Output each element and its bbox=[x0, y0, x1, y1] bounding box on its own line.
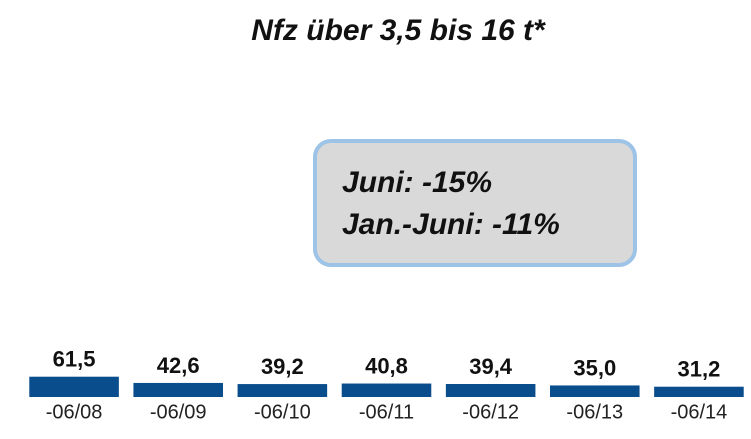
bar bbox=[29, 376, 119, 397]
bar bbox=[237, 384, 328, 397]
x-tick-label: -06/14 bbox=[671, 401, 728, 423]
bar bbox=[550, 385, 640, 397]
x-tick-label: -06/11 bbox=[359, 401, 414, 423]
chart-title: Nfz über 3,5 bis 16 t* bbox=[251, 14, 546, 47]
value-label: 39,2 bbox=[261, 354, 304, 379]
x-tick-label: -06/12 bbox=[462, 401, 519, 423]
annotation: Juni: -15% bbox=[342, 166, 492, 199]
value-label: 40,8 bbox=[365, 353, 408, 378]
bar bbox=[133, 382, 223, 397]
x-tick-label: -06/10 bbox=[254, 401, 311, 423]
x-tick-label: -06/08 bbox=[46, 401, 103, 423]
value-label: 35,0 bbox=[573, 355, 616, 380]
annotation-box bbox=[313, 139, 637, 267]
bar bbox=[445, 383, 536, 397]
x-tick-label: -06/13 bbox=[566, 401, 623, 423]
value-label: 31,2 bbox=[678, 357, 721, 382]
value-label: 39,4 bbox=[469, 354, 513, 379]
annotation: Jan.-Juni: -11% bbox=[342, 208, 560, 241]
value-label: 61,5 bbox=[53, 347, 96, 372]
bar bbox=[654, 386, 744, 397]
value-label: 42,6 bbox=[157, 353, 200, 378]
x-tick-label: -06/09 bbox=[150, 401, 207, 423]
bar bbox=[341, 383, 432, 397]
